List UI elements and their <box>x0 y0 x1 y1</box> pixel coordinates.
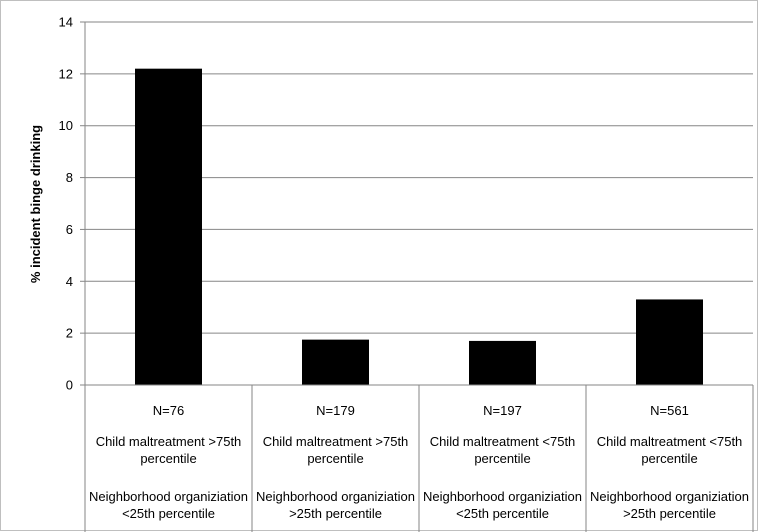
y-axis-title: % incident binge drinking <box>28 125 43 283</box>
category-maltreatment-label: percentile <box>307 451 363 466</box>
y-tick-label: 10 <box>59 118 73 133</box>
y-tick-label: 0 <box>66 378 73 393</box>
bar <box>302 339 369 385</box>
category-neighborhood-label: Neighborhood organiziation <box>256 489 415 504</box>
category-neighborhood-label: >25th percentile <box>623 506 716 521</box>
category-table <box>251 385 754 532</box>
category-maltreatment-label: percentile <box>641 451 697 466</box>
y-tick-label: 4 <box>66 274 73 289</box>
category-neighborhood-label: <25th percentile <box>456 506 549 521</box>
category-maltreatment-label: Child maltreatment >75th <box>263 434 409 449</box>
category-maltreatment-label: percentile <box>474 451 530 466</box>
category-n-label: N=76 <box>153 403 184 418</box>
y-tick-label: 8 <box>66 170 73 185</box>
category-labels: N=76 Child maltreatment >75th percentile Ne… <box>89 403 749 521</box>
category-neighborhood-label: >25th percentile <box>289 506 382 521</box>
category-maltreatment-label: Child maltreatment >75th <box>96 434 242 449</box>
bar <box>135 68 202 386</box>
y-tick-label: 14 <box>59 15 73 30</box>
category-n-label: N=179 <box>316 403 355 418</box>
category-neighborhood-label: <25th percentile <box>122 506 215 521</box>
category-maltreatment-label: Child maltreatment <75th <box>597 434 743 449</box>
bar <box>636 299 703 385</box>
category-maltreatment-label: percentile <box>140 451 196 466</box>
y-tick-label: 2 <box>66 326 73 341</box>
y-tick-labels: 0 2 4 6 8 10 12 14 <box>59 15 73 393</box>
category-neighborhood-label: Neighborhood organiziation <box>423 489 582 504</box>
category-neighborhood-label: Neighborhood organiziation <box>89 489 248 504</box>
y-tick-label: 6 <box>66 222 73 237</box>
bar <box>469 340 536 385</box>
category-n-label: N=561 <box>650 403 689 418</box>
bars <box>135 68 703 386</box>
y-tick-label: 12 <box>59 66 73 81</box>
category-maltreatment-label: Child maltreatment <75th <box>430 434 576 449</box>
category-n-label: N=197 <box>483 403 522 418</box>
category-neighborhood-label: Neighborhood organiziation <box>590 489 749 504</box>
